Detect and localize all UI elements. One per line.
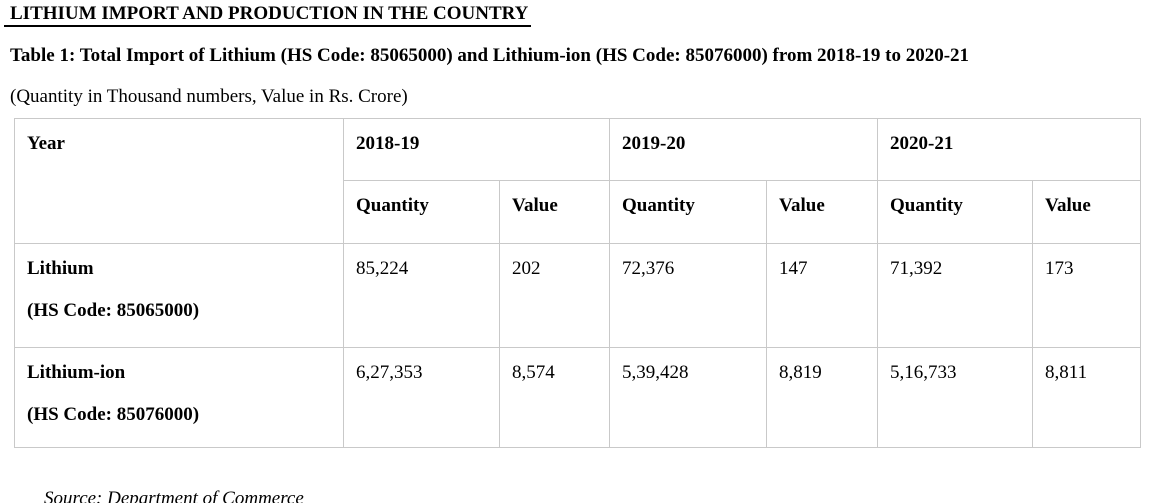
data-cell-lithium-ion-quantity-2020-21: 5,16,733: [877, 347, 1034, 448]
source-note: Source: Department of Commerce: [44, 488, 304, 503]
data-cell-lithium-ion-quantity-2019-20: 5,39,428: [609, 347, 768, 448]
data-cell-lithium-ion-value-2019-20: 8,819: [766, 347, 879, 448]
row-label-name: Lithium-ion: [27, 362, 126, 383]
data-cell-lithium-value-2018-19: 202: [498, 243, 611, 348]
row-label-lithium-ion: Lithium-ion (HS Code: 85076000): [14, 347, 344, 448]
row-label-hs-code: (HS Code: 85076000): [27, 404, 200, 425]
data-cell-lithium-quantity-2019-20: 72,376: [609, 243, 768, 348]
data-cell-lithium-ion-value-2020-21: 8,811: [1032, 347, 1142, 448]
row-label-hs-code: (HS Code: 85065000): [27, 300, 200, 321]
sub-header-quantity-2020-21: Quantity: [877, 180, 1034, 244]
page-title: LITHIUM IMPORT AND PRODUCTION IN THE COU…: [4, 3, 1158, 27]
sub-header-quantity-2019-20: Quantity: [609, 180, 768, 244]
row-label-name: Lithium: [27, 258, 94, 279]
units-note: (Quantity in Thousand numbers, Value in …: [10, 86, 408, 107]
table-header-row-measures: Quantity Value Quantity Value Quantity V…: [15, 180, 1142, 244]
lithium-import-table: Year 2018-19 2019-20 2020-21 Quantity Va…: [14, 118, 1142, 448]
data-cell-lithium-value-2020-21: 173: [1032, 243, 1142, 348]
sub-header-value-2019-20: Value: [766, 180, 879, 244]
table-header-row-years: Year 2018-19 2019-20 2020-21: [14, 118, 1142, 244]
data-cell-lithium-ion-quantity-2018-19: 6,27,353: [343, 347, 500, 448]
data-cell-lithium-quantity-2018-19: 85,224: [343, 243, 500, 348]
year-group-2018-19: 2018-19: [342, 118, 611, 181]
sub-header-value-2020-21: Value: [1032, 180, 1142, 244]
year-group-2020-21: 2020-21: [877, 118, 1142, 181]
table-row-lithium: Lithium (HS Code: 85065000) 85,224 202 7…: [14, 243, 1142, 348]
row-label-lithium: Lithium (HS Code: 85065000): [14, 243, 344, 348]
table-caption: Table 1: Total Import of Lithium (HS Cod…: [10, 45, 970, 66]
year-group-2019-20: 2019-20: [609, 118, 879, 181]
data-cell-lithium-value-2019-20: 147: [766, 243, 879, 348]
page-title-text: LITHIUM IMPORT AND PRODUCTION IN THE COU…: [4, 3, 532, 27]
year-header-cell: Year: [14, 118, 344, 244]
data-cell-lithium-quantity-2020-21: 71,392: [877, 243, 1034, 348]
table-row-lithium-ion: Lithium-ion (HS Code: 85076000) 6,27,353…: [14, 347, 1142, 448]
data-cell-lithium-ion-value-2018-19: 8,574: [498, 347, 611, 448]
sub-header-quantity-2018-19: Quantity: [343, 180, 500, 244]
sub-header-value-2018-19: Value: [498, 180, 611, 244]
